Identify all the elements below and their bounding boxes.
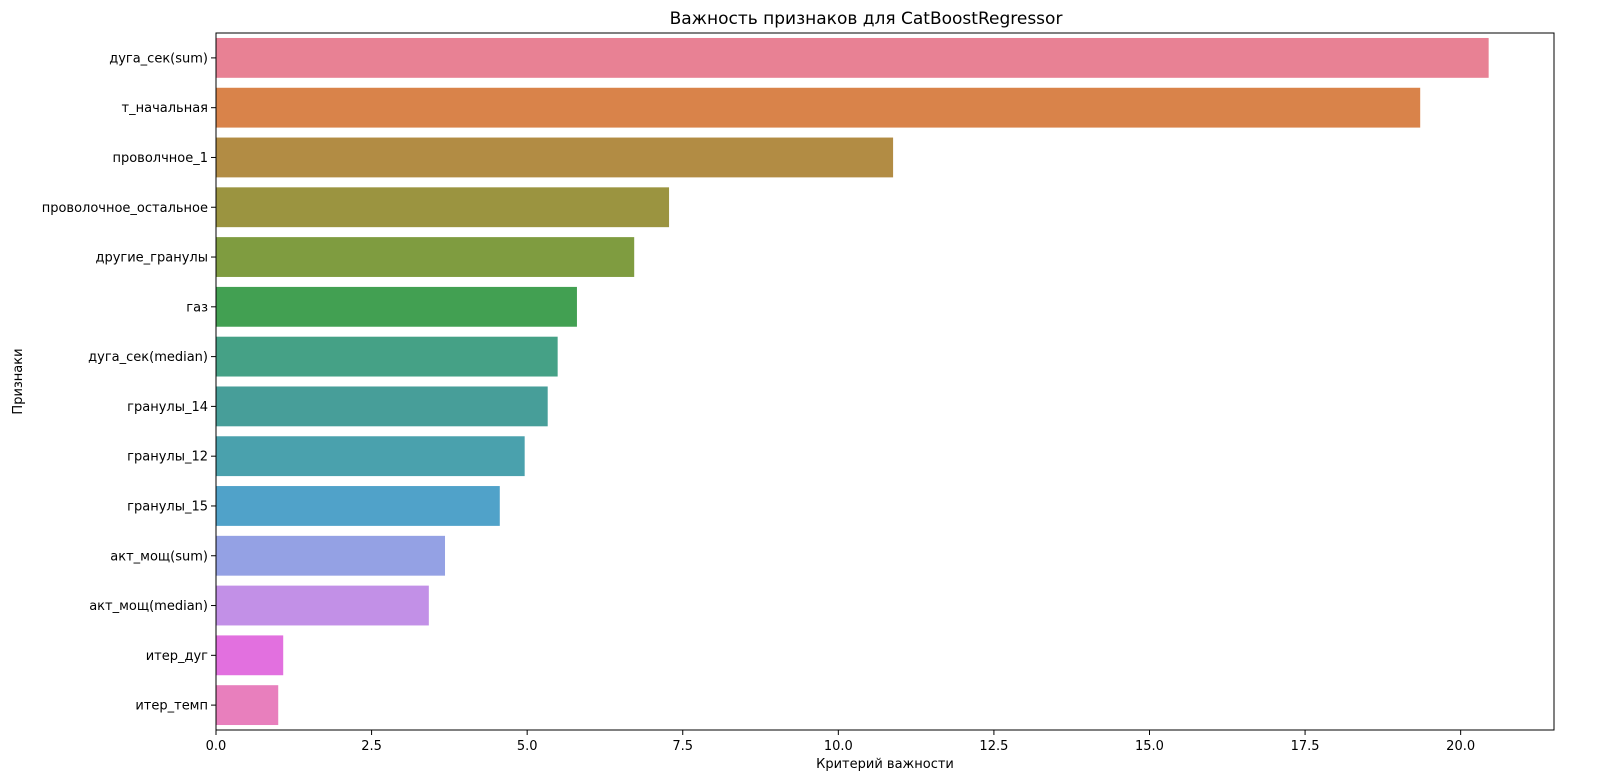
y-axis-label: Признаки (11, 348, 26, 414)
bars-layer (216, 37, 1489, 726)
y-tick-label: другие_гранулы (95, 251, 208, 266)
x-tick-label: 2.5 (361, 739, 382, 754)
bar-8 (216, 386, 548, 427)
y-tick-label: проволчное_1 (112, 151, 208, 166)
bar-10 (216, 486, 500, 526)
x-tick-label: 15.0 (1135, 739, 1164, 754)
y-axis-ticks: дуга_сек(sum) т_начальная проволчное_1 пров… (42, 51, 216, 714)
bar-14 (216, 685, 279, 726)
x-tick-label: 5.0 (517, 739, 538, 754)
y-tick-label: акт_мощ(sum) (110, 549, 208, 564)
y-tick-label: проволочное_остальное (42, 201, 208, 216)
x-tick-label: 0.0 (206, 739, 227, 754)
y-tick-label: гранулы_14 (127, 400, 208, 415)
y-tick-label: итер_темп (135, 699, 208, 714)
x-axis-label: Критерий важности (816, 757, 954, 772)
bar-1 (216, 37, 1489, 78)
x-tick-label: 10.0 (824, 739, 853, 754)
bar-12 (216, 585, 429, 626)
x-axis-ticks: 0.0 2.5 5.0 7.5 10.0 12.5 15.0 17.5 20.0 (206, 730, 1475, 754)
y-tick-label: дуга_сек(sum) (109, 51, 208, 66)
y-tick-label: акт_мощ(median) (89, 599, 208, 614)
bar-3 (216, 137, 894, 178)
bar-2 (216, 87, 1421, 128)
x-tick-label: 7.5 (672, 739, 693, 754)
bar-9 (216, 436, 525, 477)
y-tick-label: газ (186, 300, 208, 315)
bar-5 (216, 237, 635, 277)
y-tick-label: итер_дуг (146, 649, 208, 664)
bar-4 (216, 187, 670, 228)
bar-6 (216, 286, 577, 327)
chart-title: Важность признаков для CatBoostRegressor (670, 9, 1063, 29)
y-tick-label: гранулы_12 (127, 450, 208, 465)
x-tick-label: 20.0 (1446, 739, 1475, 754)
plot-frame (215, 32, 1555, 731)
bar-11 (216, 535, 446, 576)
bar-7 (216, 336, 558, 377)
y-tick-label: т_начальная (122, 101, 208, 116)
y-tick-label: гранулы_15 (127, 499, 208, 514)
x-tick-label: 17.5 (1291, 739, 1320, 754)
bar-13 (216, 635, 284, 676)
x-tick-label: 12.5 (979, 739, 1008, 754)
y-tick-label: дуга_сек(median) (88, 350, 208, 365)
